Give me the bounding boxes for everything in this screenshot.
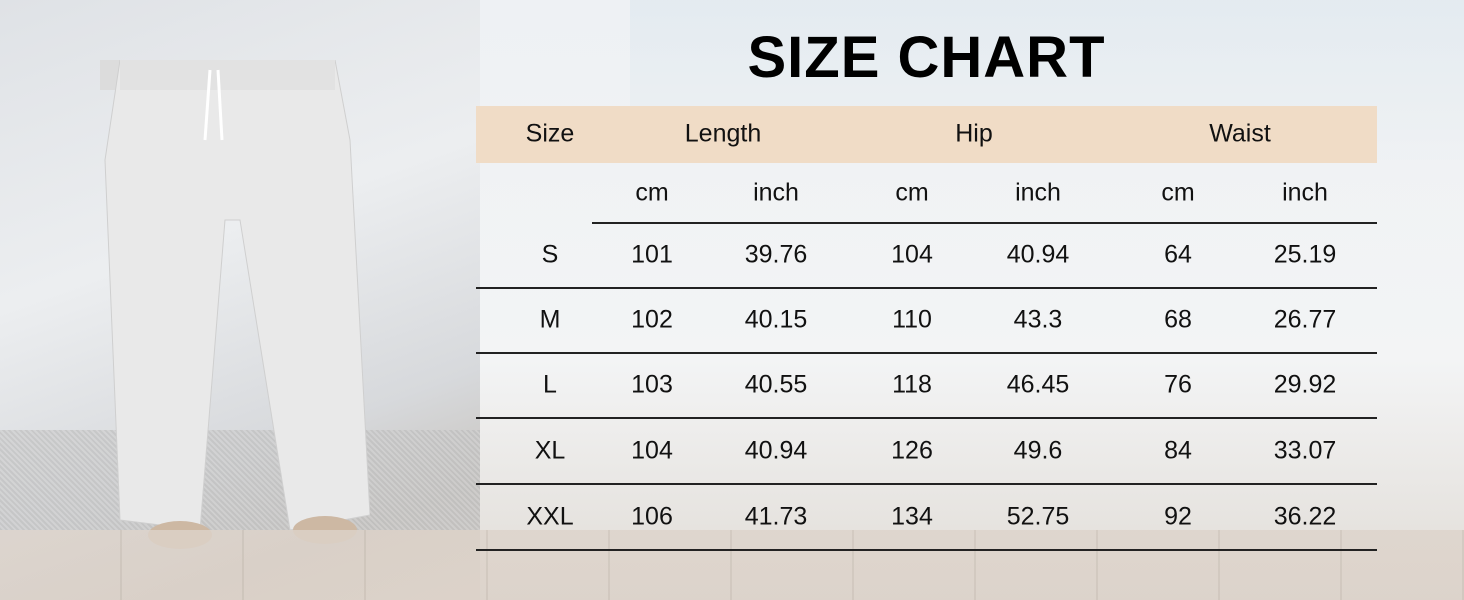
table-cell: 101 [631, 240, 673, 269]
size-label: XXL [526, 502, 574, 531]
sweatpants-image [100, 60, 370, 549]
table-cell: 36.22 [1273, 502, 1337, 531]
table-cell: 110 [892, 305, 932, 334]
header-waist: Waist [1209, 119, 1271, 148]
table-header-band [476, 106, 1377, 163]
table-cell: 29.92 [1273, 370, 1337, 399]
table-cell: 104 [631, 436, 673, 465]
table-cell: 68 [1164, 305, 1192, 334]
unit-label: cm [1161, 178, 1195, 207]
unit-label: cm [635, 178, 669, 207]
table-cell: 104 [891, 240, 933, 269]
unit-label: cm [895, 178, 929, 207]
table-cell: 102 [631, 305, 673, 334]
table-cell: 64 [1164, 240, 1192, 269]
unit-label: inch [1015, 178, 1061, 207]
table-cell: 134 [891, 502, 933, 531]
size-label: XL [534, 436, 566, 465]
table-cell: 40.94 [744, 436, 808, 465]
table-cell: 126 [891, 436, 933, 465]
table-cell: 40.15 [744, 305, 808, 334]
table-cell: 43.3 [1013, 305, 1063, 334]
table-cell: 92 [1164, 502, 1192, 531]
header-size: Size [525, 119, 575, 148]
table-cell: 26.77 [1273, 305, 1337, 334]
unit-label: inch [753, 178, 799, 207]
size-label: L [543, 370, 557, 399]
table-cell: 40.94 [1006, 240, 1070, 269]
row-divider [476, 287, 1377, 289]
table-cell: 76 [1164, 370, 1192, 399]
table-cell: 41.73 [744, 502, 808, 531]
table-cell: 118 [892, 370, 932, 399]
row-divider [476, 483, 1377, 485]
table-cell: 33.07 [1273, 436, 1337, 465]
table-cell: 46.45 [1006, 370, 1070, 399]
table-cell: 40.55 [744, 370, 808, 399]
table-cell: 106 [631, 502, 673, 531]
size-label: M [539, 305, 561, 334]
model-photo [0, 0, 480, 600]
table-cell: 39.76 [744, 240, 808, 269]
gravel [0, 430, 480, 530]
unit-label: inch [1282, 178, 1328, 207]
table-cell: 103 [631, 370, 673, 399]
page-title: SIZE CHART [747, 25, 1106, 90]
header-hip: Hip [955, 119, 993, 148]
table-cell: 25.19 [1273, 240, 1337, 269]
row-divider [476, 352, 1377, 354]
size-label: S [541, 240, 559, 269]
floor-tiles [0, 530, 1464, 600]
table-cell: 52.75 [1006, 502, 1070, 531]
table-cell: 84 [1164, 436, 1192, 465]
row-divider [592, 222, 1377, 224]
table-cell: 49.6 [1013, 436, 1063, 465]
header-length: Length [684, 119, 762, 148]
row-divider [476, 417, 1377, 419]
row-divider [476, 549, 1377, 551]
